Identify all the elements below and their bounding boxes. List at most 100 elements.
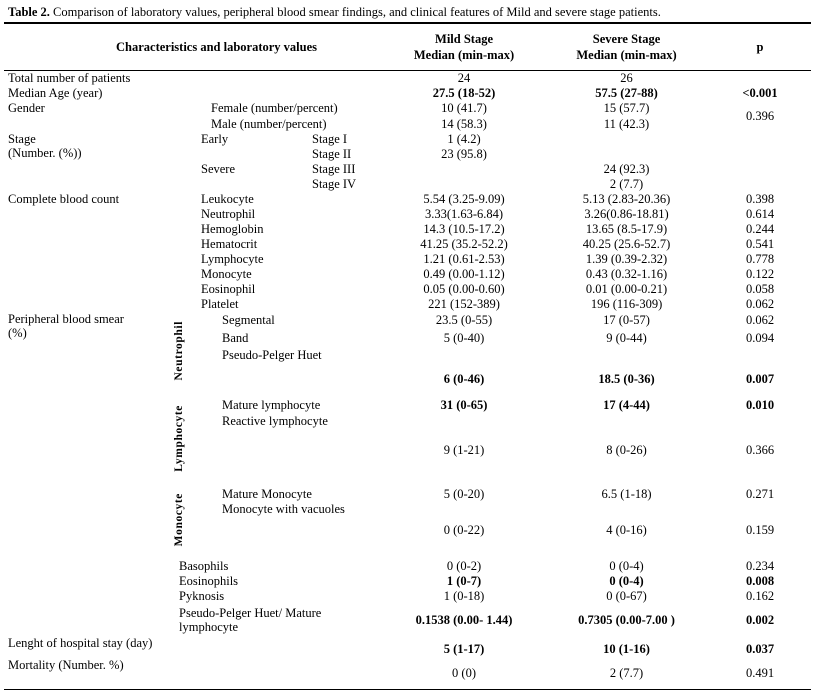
cbc-item-severe-value: 196 (116-309) xyxy=(590,297,663,311)
smear-group-monocyte: Monocyte xyxy=(164,486,194,558)
pph-mature-ratio-severe-value: 0.7305 (0.00-7.00 ) xyxy=(578,612,675,627)
row-cbc-monocyte: Monocyte 0.49 (0.00-1.12) 0.43 (0.32-1.1… xyxy=(4,267,811,282)
cbc-item-mild-value: 3.33(1.63-6.84) xyxy=(424,207,504,221)
eosinophils-severe-value: 0 (0-4) xyxy=(609,574,644,588)
cbc-item-mild-value: 41.25 (35.2-52.2) xyxy=(420,237,508,251)
row-cbc-eosinophil: Eosinophil 0.05 (0.00-0.60) 0.01 (0.00-0… xyxy=(4,282,811,297)
cbc-item-mild-value: 5.54 (3.25-9.09) xyxy=(423,192,505,206)
cbc-item-mild-value: 14.3 (10.5-17.2) xyxy=(423,222,505,236)
cbc-item-mild-value: 0.49 (0.00-1.12) xyxy=(423,267,505,281)
segmental-p-value: 0.062 xyxy=(745,312,775,327)
cbc-item-severe-value: 5.13 (2.83-20.36) xyxy=(582,192,671,206)
smear-label-line2: (%) xyxy=(8,325,27,340)
mature-monocyte-p-value: 0.271 xyxy=(745,486,775,501)
neutrophil-group-vertical-label: Neutrophil xyxy=(173,321,185,381)
pph-mature-ratio-mild-value: 0.1538 (0.00- 1.44) xyxy=(415,612,513,627)
band-mild-value: 5 (0-40) xyxy=(443,330,485,345)
mature-lymphocyte-p-value: 0.010 xyxy=(745,397,775,412)
mature-lymphocyte-severe-value: 17 (4-44) xyxy=(603,397,650,412)
pseudo-pelger-huet-p-value: 0.007 xyxy=(745,371,775,386)
smear-group-lymphocyte: Lymphocyte xyxy=(164,394,194,486)
basophils-mild-value: 0 (0-2) xyxy=(446,558,482,573)
pph-mature-ratio-p-value: 0.002 xyxy=(745,612,775,627)
reactive-lymphocyte-severe-value: 8 (0-26) xyxy=(606,442,647,457)
stage-1-mild-value: 1 (4.2) xyxy=(447,132,481,146)
cbc-item-label: Hemoglobin xyxy=(201,222,264,236)
mature-lymphocyte-label: Mature lymphocyte xyxy=(222,397,321,412)
cbc-item-p-value: 0.614 xyxy=(745,207,775,221)
stage-1-severe-value xyxy=(544,132,709,147)
basophils-p-value: 0.234 xyxy=(745,558,775,573)
gender-female-label: Female (number/percent) xyxy=(211,101,338,115)
total-patients-mild-value: 24 xyxy=(457,71,471,86)
row-smear-reactive-lymphocyte: Reactive lymphocyte 9 (1-21) 8 (0-26) 0.… xyxy=(4,414,811,486)
cbc-item-p-value: 0.541 xyxy=(745,237,775,251)
row-cbc-platelet: Platelet 221 (152-389) 196 (116-309) 0.0… xyxy=(4,297,811,312)
table-caption-text: Comparison of laboratory values, periphe… xyxy=(53,5,661,19)
row-mortality: Mortality (Number. %) 0 (0) 2 (7.7) 0.49… xyxy=(4,658,811,690)
row-cbc-hematocrit: Hematocrit 41.25 (35.2-52.2) 40.25 (25.6… xyxy=(4,237,811,252)
cbc-item-mild-value: 1.21 (0.61-2.53) xyxy=(423,252,505,266)
header-mild-line1: Mild Stage xyxy=(435,32,494,46)
row-median-age: Median Age (year) 27.5 (18-52) 57.5 (27-… xyxy=(4,86,811,101)
header-mild-line2: Median (min-max) xyxy=(413,48,515,62)
stage-spacer-2 xyxy=(164,177,309,192)
cbc-item-severe-value: 13.65 (8.5-17.9) xyxy=(585,222,668,236)
header-severe-line1: Severe Stage xyxy=(592,32,661,46)
median-age-label: Median Age (year) xyxy=(8,86,103,100)
hospital-stay-severe-value: 10 (1-16) xyxy=(603,641,650,656)
cbc-item-severe-value: 40.25 (25.6-52.7) xyxy=(582,237,671,251)
row-gender-male: Male (number/percent) 14 (58.3) 11 (42.3… xyxy=(4,116,811,132)
stage-2-severe-value xyxy=(544,147,709,162)
gender-male-label: Male (number/percent) xyxy=(211,116,327,131)
stage-label-line2: (Number. (%)) xyxy=(8,145,82,160)
eosinophils-label: Eosinophils xyxy=(179,574,239,588)
row-cbc-hemoglobin: Hemoglobin 14.3 (10.5-17.2) 13.65 (8.5-1… xyxy=(4,222,811,237)
row-cbc-neutrophil: Neutrophil 3.33(1.63-6.84) 3.26(0.86-18.… xyxy=(4,207,811,222)
pyknosis-severe-value: 0 (0-67) xyxy=(606,589,647,603)
mature-monocyte-label: Mature Monocyte xyxy=(222,486,312,501)
pph-mature-ratio-label-line2: lymphocyte xyxy=(179,619,239,634)
table-caption: Table 2. Comparison of laboratory values… xyxy=(4,0,811,22)
stage-p-value xyxy=(709,132,811,192)
row-smear-mature-monocyte: Monocyte Mature Monocyte 5 (0-20) 6.5 (1… xyxy=(4,486,811,547)
monocyte-vacuoles-label: Monocyte with vacuoles xyxy=(222,501,345,516)
cbc-item-p-value: 0.244 xyxy=(745,222,775,236)
cbc-item-severe-value: 3.26(0.86-18.81) xyxy=(584,207,669,221)
reactive-lymphocyte-mild-value: 9 (1-21) xyxy=(443,442,485,457)
comparison-table: Characteristics and laboratory values Mi… xyxy=(4,22,812,690)
hospital-stay-mild-value: 5 (1-17) xyxy=(443,641,485,656)
cbc-item-p-value: 0.062 xyxy=(745,297,775,311)
header-p: p xyxy=(709,23,812,71)
segmental-label: Segmental xyxy=(222,312,275,327)
hospital-stay-p-value: 0.037 xyxy=(745,641,775,656)
stage-4-severe-value: 2 (7.7) xyxy=(609,177,644,191)
cbc-item-p-value: 0.778 xyxy=(745,252,775,266)
stage-severe-label: Severe xyxy=(201,162,236,176)
segmental-mild-value: 23.5 (0-55) xyxy=(435,312,493,327)
stage-label-line1: Stage xyxy=(8,131,36,146)
median-age-severe-value: 57.5 (27-88) xyxy=(595,86,658,100)
stage-2-mild-value: 23 (95.8) xyxy=(441,147,487,161)
reactive-lymphocyte-p-value: 0.366 xyxy=(745,442,775,457)
header-row: Characteristics and laboratory values Mi… xyxy=(4,23,812,71)
cbc-item-severe-value: 0.01 (0.00-0.21) xyxy=(585,282,668,296)
cbc-item-label: Platelet xyxy=(201,297,239,311)
gender-male-severe-value: 11 (42.3) xyxy=(603,116,650,131)
row-smear-monocyte-vacuoles: Monocyte with vacuoles 0 (0-22) 4 (0-16)… xyxy=(4,502,811,558)
stage-3-severe-value: 24 (92.3) xyxy=(603,162,650,176)
stage-1-label: Stage I xyxy=(312,132,348,146)
row-stage-4: Stage IV 2 (7.7) xyxy=(4,177,811,192)
table-caption-number: Table 2. xyxy=(8,5,50,19)
stage-spacer-1 xyxy=(164,147,309,162)
eosinophils-mild-value: 1 (0-7) xyxy=(446,574,482,588)
pyknosis-p-value: 0.162 xyxy=(745,589,775,603)
eosinophils-p-value: 0.008 xyxy=(745,574,775,588)
row-smear-mature-lymphocyte: Lymphocyte Mature lymphocyte 31 (0-65) 1… xyxy=(4,394,811,472)
median-age-p-value: <0.001 xyxy=(742,86,778,100)
total-patients-label: Total number of patients xyxy=(8,71,131,86)
gender-female-severe-value: 15 (57.7) xyxy=(603,101,650,115)
basophils-severe-value: 0 (0-4) xyxy=(609,558,644,573)
band-severe-value: 9 (0-44) xyxy=(606,330,647,345)
band-p-value: 0.094 xyxy=(745,330,775,345)
